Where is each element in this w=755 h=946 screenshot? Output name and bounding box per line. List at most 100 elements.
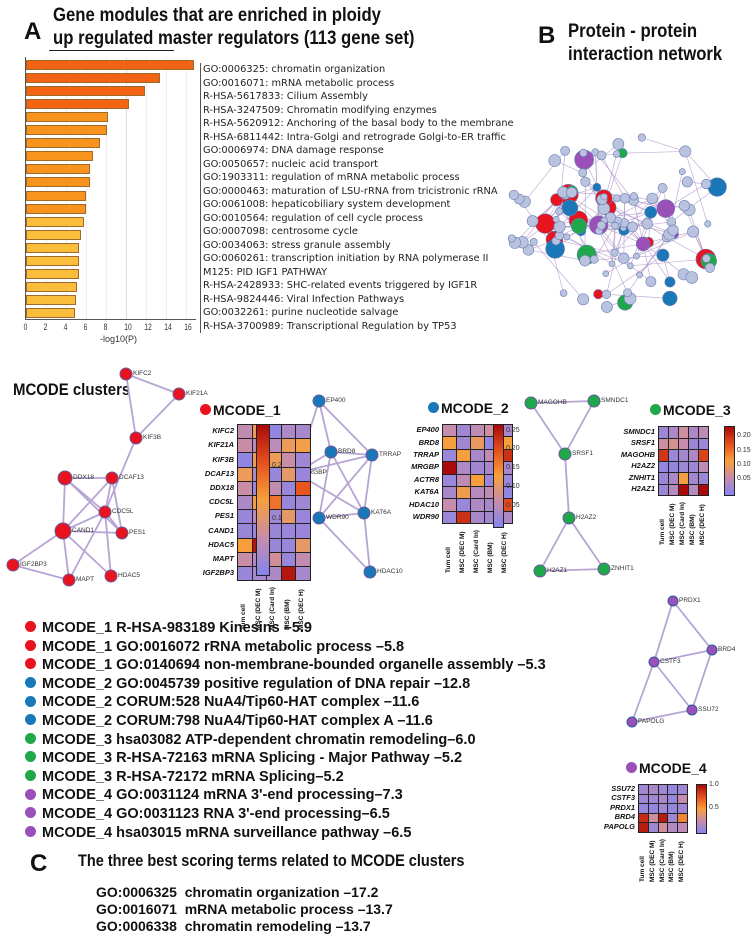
heatmap-cell	[456, 448, 471, 463]
colorbar-tick: 1.0	[709, 781, 719, 789]
heatmap-col-label: MSC (BM)	[668, 850, 676, 882]
gridline	[166, 57, 167, 319]
cluster-color-dot	[25, 769, 36, 781]
enrichment-text: MCODE_3 R-HSA-72172 mRNA Splicing–5.2	[42, 768, 344, 785]
colorbar-tick: 0.05	[737, 474, 751, 482]
bar	[26, 242, 79, 253]
heatmap-row-label: H2AZ1	[631, 484, 655, 494]
node-label: H2AZ1	[547, 567, 568, 574]
heatmap-row-label: ZNHIT1	[628, 472, 655, 482]
cluster-color-dot	[25, 825, 36, 837]
heatmap-col-label: MSC (BM)	[487, 542, 494, 574]
bar	[26, 112, 109, 123]
heatmap-cell	[295, 495, 311, 511]
gridline	[86, 57, 87, 319]
bar-chart-term-list: GO:0006325: chromatin organization GO:001…	[200, 63, 514, 333]
node-label: CSTF3	[660, 658, 681, 665]
heatmap-row-label: BRD4	[614, 812, 635, 822]
heatmap-cell	[442, 436, 457, 450]
colorbar-tick: 0.20	[737, 432, 751, 440]
heatmap-title-text: MCODE_4	[639, 760, 707, 776]
term-label: GO:0000463: maturation of LSU-rRNA from …	[203, 185, 498, 197]
enrichment-text: MCODE_4 hsa03015 mRNA surveillance pathw…	[42, 824, 412, 841]
enrichment-row: MCODE_4 GO:0031124 mRNA 3'-end processin…	[25, 786, 546, 805]
heatmap-colorbar	[724, 426, 735, 496]
colorbar-tick: 0.05	[506, 502, 520, 510]
cluster-color-dot	[25, 639, 36, 651]
heatmap-cell	[237, 523, 253, 539]
heatmap-colorbar	[256, 424, 270, 576]
bar	[26, 229, 81, 240]
enrichment-text: MCODE_2 CORUM:798 NuA4/Tip60-HAT complex…	[42, 712, 433, 729]
heatmap-cell	[237, 452, 253, 468]
colorbar-tick: 0.2	[272, 461, 282, 469]
term-label: GO:0034063: stress granule assembly	[203, 239, 391, 251]
heatmap-row-label: CAND1	[208, 525, 234, 535]
x-tick: 8	[103, 322, 108, 332]
heatmap-col-label: MSC (DEC H)	[699, 504, 706, 545]
colorbar-tick: 0.15	[737, 446, 751, 454]
node-label: IGF2BP3	[20, 561, 47, 568]
heatmap-cell	[280, 452, 296, 468]
heatmap-cell	[442, 461, 457, 475]
colorbar-tick: 0.15	[506, 464, 520, 472]
heatmap-cell	[280, 551, 296, 567]
heatmap-cell	[237, 424, 253, 440]
heatmap-title: MCODE_2	[428, 400, 509, 416]
bar-chart-x-label: -log10(P)	[100, 334, 138, 344]
heatmap-cell	[237, 566, 253, 582]
panel-c-title: The three best scoring terms related to …	[78, 852, 465, 870]
enrichment-text: MCODE_1 GO:0140694 non-membrane-bounded …	[42, 657, 546, 674]
heatmap-cell	[456, 461, 471, 475]
bar	[26, 151, 94, 162]
heatmap-col-label: Tum cell	[445, 547, 452, 574]
bar	[26, 164, 90, 175]
heatmap-row-label: DDX18	[209, 482, 234, 492]
heatmap-cell	[280, 523, 296, 539]
heatmap-title-text: MCODE_3	[663, 402, 731, 418]
cluster-color-dot	[25, 788, 36, 800]
term-label: R-HSA-5620912: Anchoring of the basal bo…	[203, 118, 514, 129]
node-label: SSU72	[698, 706, 719, 713]
node-label: MAGOHB	[538, 399, 567, 406]
heatmap-row-label: H2AZ2	[631, 461, 655, 471]
enrichment-row: MCODE_4 GO:0031123 RNA 3'-end processing…	[25, 805, 546, 824]
heatmap-cell	[456, 436, 471, 450]
enrichment-text: MCODE_3 R-HSA-72163 mRNA Splicing - Majo…	[42, 750, 463, 767]
enrichment-row: MCODE_1 R-HSA-983189 Kinesins –5.9	[25, 619, 546, 638]
x-tick: 10	[124, 322, 132, 332]
cluster-color-dot	[25, 714, 36, 726]
bar	[26, 177, 90, 188]
heatmap-row-label: TRRAP	[413, 450, 439, 459]
bar	[26, 138, 101, 149]
node-label: ZNHIT1	[611, 565, 634, 572]
node-label: HDAC10	[377, 568, 403, 575]
heatmap-cell	[295, 551, 311, 567]
heatmap-cell	[280, 424, 296, 440]
colorbar-tick: 0.10	[506, 483, 520, 491]
heatmap-cell	[237, 509, 253, 525]
heatmap-row-label: HDAC10	[408, 499, 439, 509]
node-label: PES1	[129, 529, 146, 536]
enrichment-text: MCODE_4 GO:0031124 mRNA 3'-end processin…	[42, 787, 403, 804]
node-label: DDX18	[73, 474, 94, 481]
cluster-color-dot	[25, 676, 36, 688]
heatmap-cell	[295, 509, 311, 525]
term-label: GO:0060261: transcription initiation by …	[203, 253, 489, 264]
heatmap-cell	[237, 551, 253, 567]
heatmap-cell	[237, 495, 253, 511]
panel-a-title-line2: up regulated master regulators (113 gene…	[53, 28, 415, 49]
term-label: GO:0007098: centrosome cycle	[203, 226, 358, 237]
heatmap-title: MCODE_3	[650, 402, 731, 418]
heatmap-col-label: Tum cell	[638, 855, 646, 882]
cluster-color-dot	[25, 732, 36, 744]
bar	[26, 73, 160, 84]
gridline	[126, 57, 127, 319]
bar	[26, 255, 79, 266]
term-label: R-HSA-3700989: Transcriptional Regulatio…	[203, 320, 457, 332]
node-label: H2AZ2	[576, 514, 597, 521]
heatmap-cell	[442, 498, 457, 512]
heatmap-title-text: MCODE_1	[213, 402, 281, 418]
node-label: TRRAP	[379, 451, 402, 458]
